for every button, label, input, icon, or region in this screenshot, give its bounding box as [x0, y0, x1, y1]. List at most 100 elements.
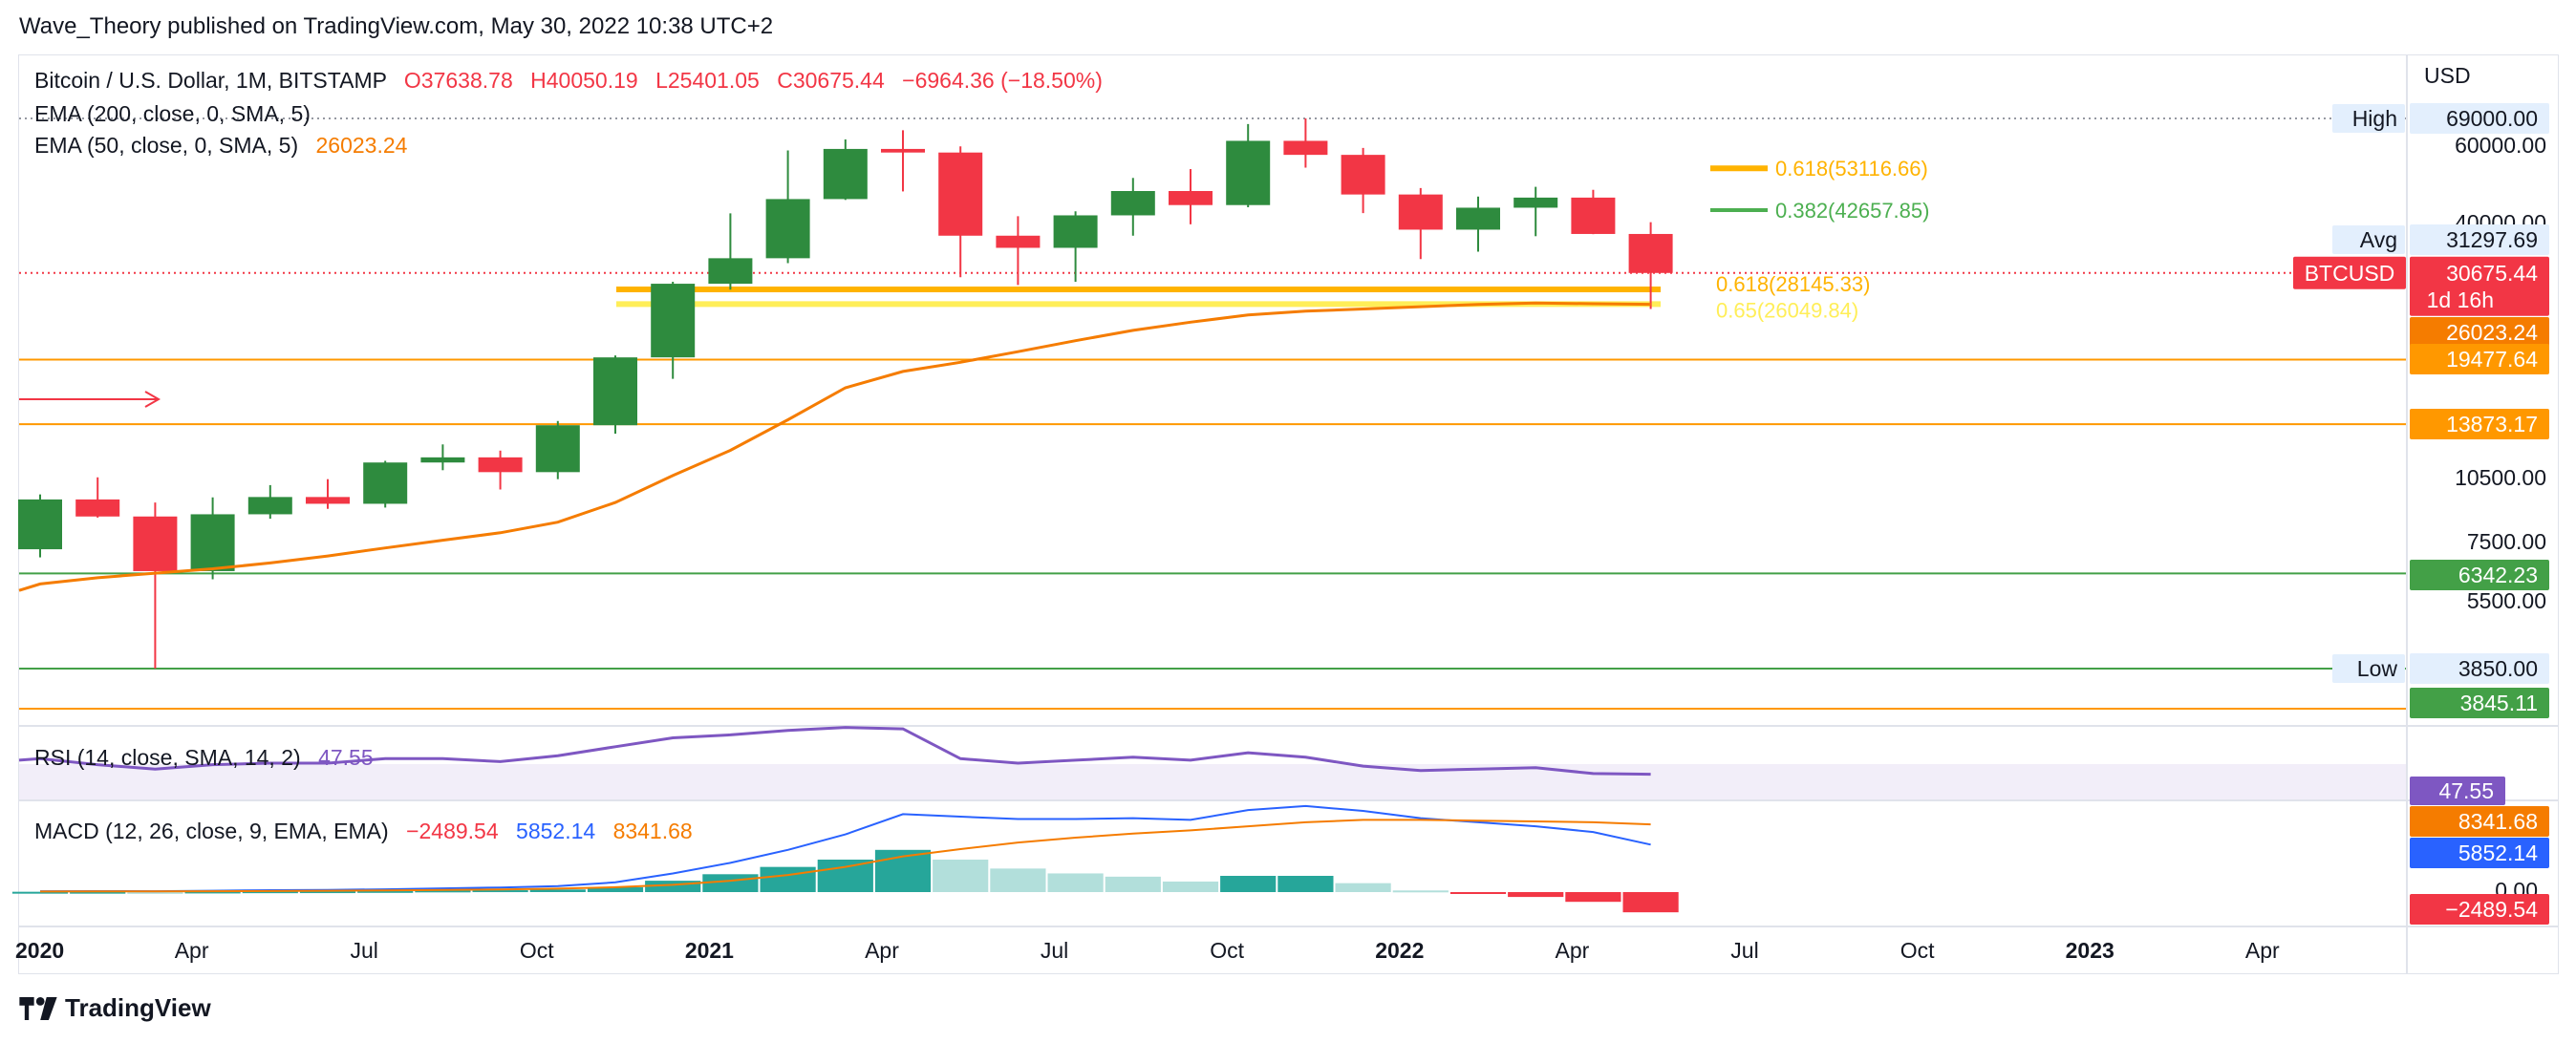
x-axis-tick-label: 2021: [685, 938, 734, 963]
symbol-tag-bg: [2293, 256, 2406, 289]
x-axis: 2020 Apr Jul Oct 2021 Apr Jul Oct 2022 Apr Jul Oct 2…: [15, 938, 2280, 963]
candle-body: [478, 457, 523, 473]
x-axis-tick-label: 2023: [2066, 938, 2114, 963]
macd-line-value: 5852.14: [516, 819, 596, 843]
price-level-tag-bg: [2410, 688, 2549, 718]
price-level-tag-bg: [2410, 560, 2549, 590]
rsi-band: [19, 764, 2406, 800]
fib-level-label: 0.618(53116.66): [1775, 157, 1928, 181]
high-label-bg: [2332, 104, 2405, 133]
macd-histogram-bar: [529, 889, 586, 892]
rsi-tag: 47.55: [2438, 778, 2494, 803]
macd-histogram-bar: [933, 860, 989, 892]
publisher-line: Wave_Theory published on TradingView.com…: [19, 13, 774, 39]
candle-body: [190, 514, 235, 571]
macd-histogram-bar: [990, 868, 1046, 892]
macd-histogram-bar: [70, 891, 126, 894]
price-level-tag: 26023.24: [2446, 320, 2538, 345]
candle-body: [651, 284, 696, 358]
symbol-legend[interactable]: Bitcoin / U.S. Dollar, 1M, BITSTAMP O376…: [34, 68, 1103, 94]
macd-histogram-bar: [702, 874, 759, 892]
macd-signal-line: [39, 819, 1651, 893]
candle-body: [1226, 140, 1271, 205]
x-axis-tick-label: Jul: [1730, 938, 1758, 963]
macd-histogram-bar: [587, 886, 644, 892]
candle-body: [535, 425, 580, 473]
candle-body: [823, 148, 868, 200]
ema200-legend[interactable]: EMA (200, close, 0, SMA, 5): [34, 101, 311, 127]
macd-tag-bg: [2410, 894, 2549, 925]
macd-histogram-bar: [1508, 892, 1564, 898]
macd-histogram-bar: [299, 891, 356, 894]
macd-histogram-bar: [817, 860, 873, 892]
arrow-annotation-head: [144, 391, 161, 408]
rsi-pane: [18, 726, 1651, 777]
candle-body: [1110, 190, 1155, 216]
indicator-bands: [19, 764, 2406, 800]
price-level-tag-bg: [2410, 409, 2549, 439]
last-price-tag-bg: [2410, 256, 2549, 316]
macd-histogram-bar: [1335, 883, 1391, 892]
rsi-legend[interactable]: RSI (14, close, SMA, 14, 2) 47.55: [34, 745, 374, 771]
macd-histogram-bar: [242, 891, 298, 894]
currency-label: USD: [2424, 63, 2471, 88]
ema50-legend[interactable]: EMA (50, close, 0, SMA, 5) 26023.24: [34, 133, 407, 159]
fib-level-label: 0.382(42657.85): [1775, 199, 1929, 223]
ema200-label: EMA (200, close, 0, SMA, 5): [34, 101, 311, 126]
macd-signal-value: 8341.68: [612, 819, 693, 843]
ema50-value: 26023.24: [315, 133, 408, 158]
x-axis-tick-label: 2022: [1375, 938, 1424, 963]
candle-body: [881, 148, 925, 153]
candle-body: [75, 499, 120, 517]
y-axis-tick-label: 10500.00: [2455, 465, 2546, 490]
price-axis: 60000.0040000.0010500.007500.005500.0069…: [2293, 103, 2549, 925]
macd-histogram-bar: [1565, 892, 1621, 903]
high-price-tag: 69000.00: [2446, 106, 2538, 131]
high-value: H40050.19: [530, 68, 638, 93]
macd-label: MACD (12, 26, close, 9, EMA, EMA): [34, 819, 389, 843]
candle-body: [1341, 155, 1385, 195]
x-axis-tick-label: Apr: [1556, 938, 1590, 963]
low-price-tag: 3850.00: [2458, 656, 2538, 681]
candle-body: [1571, 197, 1616, 234]
footer[interactable]: TradingView: [19, 993, 211, 1023]
macd-histogram-bar: [472, 890, 528, 893]
candle-body: [133, 516, 178, 571]
macd-histogram-bar: [1047, 873, 1104, 892]
macd-histogram-bar: [1622, 892, 1679, 913]
x-axis-tick-label: Apr: [865, 938, 899, 963]
macd-histogram-bar: [1162, 881, 1219, 892]
annotations: [19, 391, 161, 408]
macd-histogram-bar: [184, 891, 241, 894]
avg-label-bg: [2332, 225, 2405, 254]
candle-body: [363, 462, 408, 504]
price-level-tag: 19477.64: [2446, 347, 2538, 372]
price-level-tag: 3845.11: [2460, 691, 2538, 715]
macd-histogram-bar: [1220, 876, 1277, 892]
candle-body: [938, 152, 983, 236]
x-axis-tick-label: Oct: [1210, 938, 1244, 963]
tradingview-brand: TradingView: [65, 993, 211, 1022]
fib-level-label: 0.618(28145.33): [1716, 272, 1870, 296]
candle-body: [420, 457, 465, 463]
symbol-tag: BTCUSD: [2305, 261, 2395, 286]
horizontal-levels: [19, 117, 2406, 710]
symbol-label: Bitcoin / U.S. Dollar, 1M, BITSTAMP: [34, 68, 387, 93]
tradingview-logo-icon: [19, 996, 57, 1020]
close-value: C30675.44: [777, 68, 885, 93]
rsi-value: 47.55: [318, 745, 374, 770]
macd-histogram-bar: [760, 866, 816, 892]
macd-value-tag: −2489.54: [2445, 897, 2538, 922]
macd-legend[interactable]: MACD (12, 26, close, 9, EMA, EMA) −2489.…: [34, 819, 693, 844]
low-price-tag-bg: [2410, 653, 2549, 684]
candle-body: [1628, 233, 1673, 273]
high-label: High: [2352, 106, 2397, 131]
price-level-tag: 6342.23: [2458, 563, 2538, 587]
x-axis-tick-label: Oct: [1900, 938, 1935, 963]
avg-price-tag: 31297.69: [2446, 227, 2538, 252]
candle-body: [593, 357, 637, 426]
price-level-tag-bg: [2410, 344, 2549, 374]
rsi-tag-bg: [2410, 777, 2505, 805]
grid-lines: [19, 54, 2559, 974]
